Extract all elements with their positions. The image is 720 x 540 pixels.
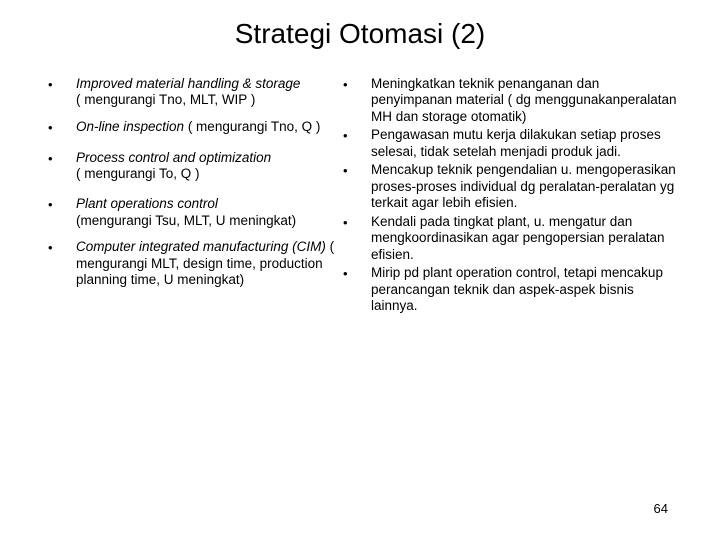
bullet-rest: ( mengurangi To, Q ) bbox=[76, 166, 200, 181]
bullet-rest: (mengurangi Tsu, MLT, U meningkat) bbox=[76, 213, 296, 228]
list-item: • Meningkatkan teknik penanganan dan pen… bbox=[343, 76, 680, 125]
page-number: 64 bbox=[654, 501, 668, 516]
bullet-text: Mirip pd plant operation control, tetapi… bbox=[371, 265, 680, 314]
bullet-text: Plant operations control (mengurangi Tsu… bbox=[76, 196, 335, 229]
bullet-icon: • bbox=[343, 265, 371, 314]
list-item: • Computer integrated manufacturing (CIM… bbox=[48, 239, 335, 288]
list-item: • On-line inspection ( mengurangi Tno, Q… bbox=[48, 119, 335, 136]
bullet-icon: • bbox=[48, 196, 76, 229]
bullet-icon: • bbox=[48, 76, 76, 109]
bullet-text: Kendali pada tingkat plant, u. mengatur … bbox=[371, 214, 680, 263]
bullet-text: Process control and optimization ( mengu… bbox=[76, 150, 335, 183]
list-item: • Kendali pada tingkat plant, u. mengatu… bbox=[343, 214, 680, 263]
bullet-text: Computer integrated manufacturing (CIM) … bbox=[76, 239, 335, 288]
bullet-icon: • bbox=[343, 127, 371, 160]
slide-title: Strategi Otomasi (2) bbox=[48, 18, 672, 50]
bullet-italic: Process control and optimization bbox=[76, 150, 271, 165]
list-item: • Mirip pd plant operation control, teta… bbox=[343, 265, 680, 314]
bullet-icon: • bbox=[48, 119, 76, 136]
bullet-text: Pengawasan mutu kerja dilakukan setiap p… bbox=[371, 127, 680, 160]
bullet-italic: Plant operations control bbox=[76, 196, 218, 211]
list-item: • Plant operations control (mengurangi T… bbox=[48, 196, 335, 229]
bullet-icon: • bbox=[343, 76, 371, 125]
bullet-rest: ( mengurangi Tno, MLT, WIP ) bbox=[76, 92, 255, 107]
bullet-text: Meningkatkan teknik penanganan dan penyi… bbox=[371, 76, 680, 125]
content-columns: • Improved material handling & storage (… bbox=[48, 76, 672, 317]
bullet-text: On-line inspection ( mengurangi Tno, Q ) bbox=[76, 119, 335, 136]
list-item: • Pengawasan mutu kerja dilakukan setiap… bbox=[343, 127, 680, 160]
list-item: • Mencakup teknik pengendalian u. mengop… bbox=[343, 162, 680, 211]
bullet-icon: • bbox=[48, 150, 76, 183]
left-column: • Improved material handling & storage (… bbox=[48, 76, 335, 317]
bullet-icon: • bbox=[48, 239, 76, 288]
bullet-italic: On-line inspection bbox=[76, 119, 184, 134]
bullet-italic: Improved material handling & storage bbox=[76, 76, 300, 91]
bullet-icon: • bbox=[343, 162, 371, 211]
bullet-rest: ( mengurangi Tno, Q ) bbox=[184, 119, 320, 134]
bullet-italic: Computer integrated manufacturing (CIM) bbox=[76, 239, 326, 254]
bullet-text: Mencakup teknik pengendalian u. mengoper… bbox=[371, 162, 680, 211]
list-item: • Process control and optimization ( men… bbox=[48, 150, 335, 183]
right-column: • Meningkatkan teknik penanganan dan pen… bbox=[343, 76, 680, 317]
list-item: • Improved material handling & storage (… bbox=[48, 76, 335, 109]
bullet-text: Improved material handling & storage ( m… bbox=[76, 76, 335, 109]
bullet-icon: • bbox=[343, 214, 371, 263]
slide-container: Strategi Otomasi (2) • Improved material… bbox=[0, 0, 720, 540]
